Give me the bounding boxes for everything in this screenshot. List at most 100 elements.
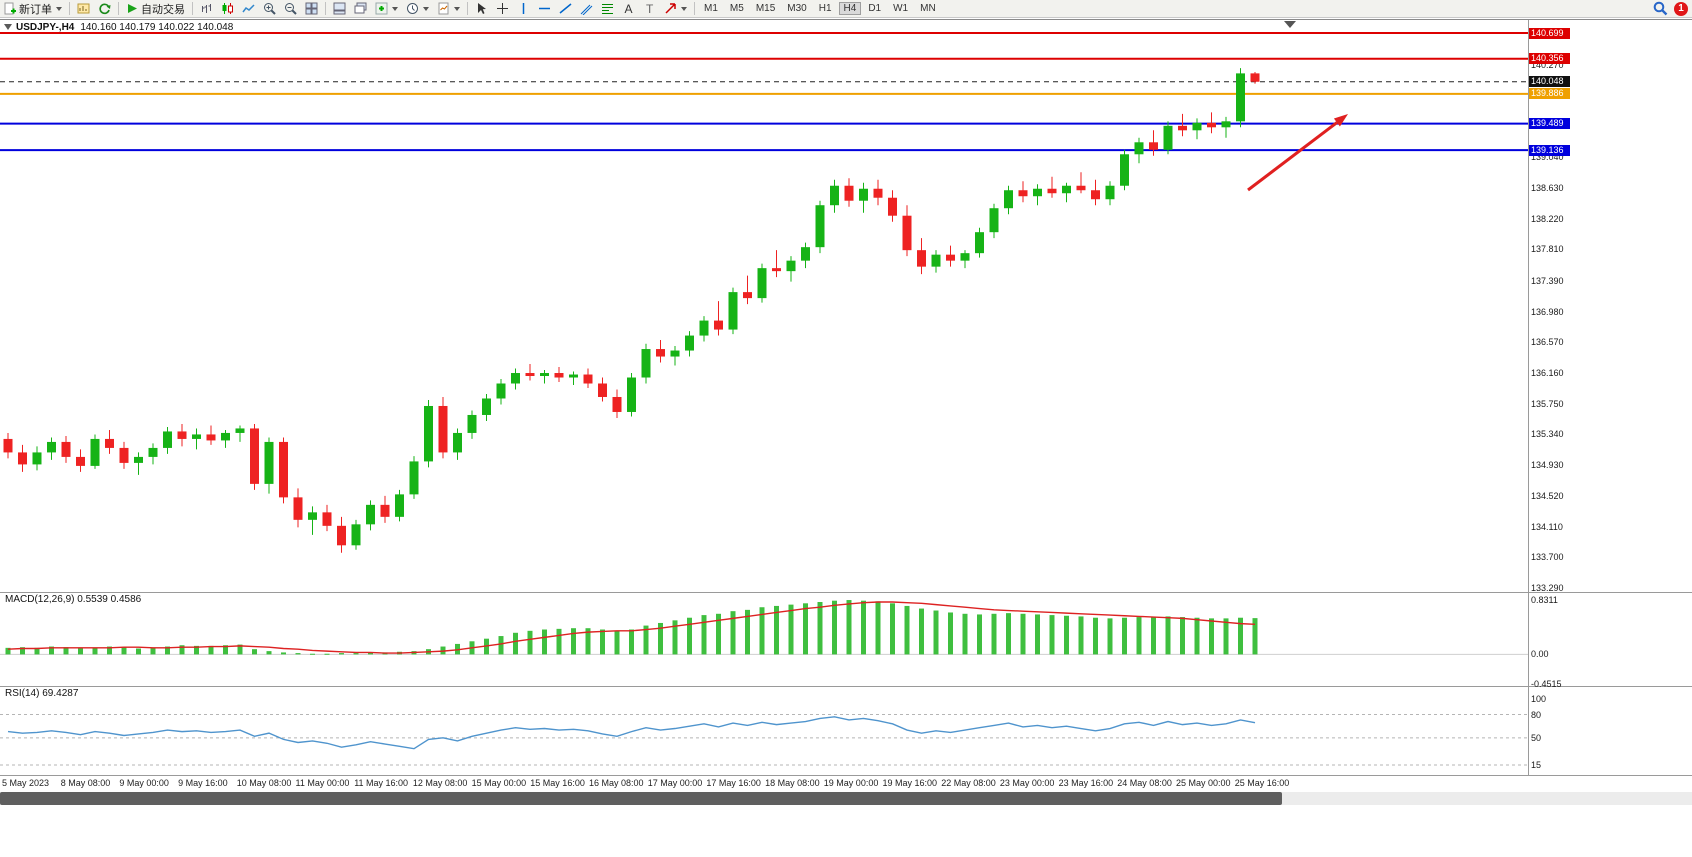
horizontal-line-button[interactable] xyxy=(535,1,554,16)
timeframe-w1-button[interactable]: W1 xyxy=(893,2,909,14)
indicators-icon xyxy=(375,2,388,15)
label-button[interactable]: T xyxy=(640,1,659,16)
macd-axis-label: 0.8311 xyxy=(1531,594,1558,605)
bar-chart-icon xyxy=(202,4,211,13)
timeframe-d1-button[interactable]: D1 xyxy=(868,2,882,14)
level-line-price-label: 139.489 xyxy=(1529,118,1570,130)
new-chart-button[interactable] xyxy=(74,1,93,16)
rsi-axis-label: 15 xyxy=(1531,760,1542,770)
crosshair-button[interactable] xyxy=(493,1,512,16)
crosshair-icon xyxy=(497,3,508,14)
price-axis-label: 134.930 xyxy=(1531,460,1564,471)
candlestick-chart-icon xyxy=(222,3,233,14)
chart-title: USDJPY-,H4 140.160 140.179 140.022 140.04… xyxy=(16,22,233,33)
timeframe-mn-button[interactable]: MN xyxy=(920,2,936,14)
toolbar-separator xyxy=(192,2,193,15)
zoom-in-icon xyxy=(264,3,276,15)
cascade-windows-button[interactable] xyxy=(351,1,370,16)
toolbar-separator xyxy=(69,2,70,15)
level-line-price-label: 140.356 xyxy=(1529,53,1570,65)
search-button[interactable] xyxy=(1650,1,1671,16)
price-axis-label: 137.810 xyxy=(1531,244,1564,255)
time-axis-label: 25 May 00:00 xyxy=(1176,778,1231,788)
price-axis-label: 133.700 xyxy=(1531,552,1564,563)
indicators-button[interactable] xyxy=(372,1,401,16)
bar-chart-type-button[interactable] xyxy=(197,1,216,16)
notification-badge[interactable]: 1 xyxy=(1674,1,1688,16)
price-axis-label: 136.570 xyxy=(1531,337,1564,348)
text-button[interactable]: A xyxy=(619,1,638,16)
rsi-axis-label: 100 xyxy=(1531,694,1547,704)
zoom-out-button[interactable] xyxy=(281,1,300,16)
toolbar: 新订单 自动交易 xyxy=(0,0,1692,18)
time-axis-label: 10 May 08:00 xyxy=(236,778,292,788)
search-icon xyxy=(1653,1,1668,16)
line-chart-icon xyxy=(242,4,255,13)
chevron-down-icon xyxy=(423,6,429,11)
templates-button[interactable] xyxy=(434,1,463,16)
price-axis-label: 137.390 xyxy=(1531,275,1564,286)
time-axis-label: 18 May 08:00 xyxy=(765,778,820,788)
timeframe-m30-button[interactable]: M30 xyxy=(787,2,807,14)
macd-axis-label: -0.4515 xyxy=(1531,678,1562,689)
channel-icon xyxy=(580,4,593,15)
zoom-out-icon xyxy=(285,3,297,15)
auto-trading-label: 自动交易 xyxy=(141,3,185,16)
cursor-button[interactable] xyxy=(472,1,491,16)
arrange-windows-button[interactable] xyxy=(330,1,349,16)
profiles-button[interactable] xyxy=(95,1,114,16)
periods-button[interactable] xyxy=(403,1,432,16)
candle-chart-type-button[interactable] xyxy=(218,1,237,16)
new-order-button[interactable]: 新订单 xyxy=(1,1,65,16)
svg-text:A: A xyxy=(625,2,633,15)
auto-trading-button[interactable]: 自动交易 xyxy=(123,1,188,16)
time-axis-label: 9 May 16:00 xyxy=(178,778,228,788)
price-axis-label: 134.110 xyxy=(1531,521,1563,532)
price-axis-label: 138.630 xyxy=(1531,182,1564,193)
cursor-icon xyxy=(478,3,486,14)
timeframe-m5-button[interactable]: M5 xyxy=(729,2,744,14)
fibonacci-button[interactable] xyxy=(598,1,617,16)
time-axis-label: 19 May 00:00 xyxy=(823,778,879,788)
macd-axis-label: 0.00 xyxy=(1531,649,1549,660)
vertical-line-button[interactable] xyxy=(514,1,533,16)
line-chart-type-button[interactable] xyxy=(239,1,258,16)
channel-button[interactable] xyxy=(577,1,596,16)
time-axis-label: 23 May 16:00 xyxy=(1058,778,1114,788)
current-price-label: 140.048 xyxy=(1529,76,1570,88)
level-line-price-label: 139.886 xyxy=(1529,88,1570,100)
time-axis-label: 16 May 08:00 xyxy=(589,778,644,788)
trendline-button[interactable] xyxy=(556,1,575,16)
timeframe-m1-button[interactable]: M1 xyxy=(704,2,718,14)
time-axis-label: 24 May 08:00 xyxy=(1117,778,1172,788)
price-axis-label: 140.270 xyxy=(1531,60,1564,71)
rsi-axis-label: 80 xyxy=(1531,709,1542,720)
price-axis-label: 138.220 xyxy=(1531,213,1564,224)
time-axis-label: 22 May 08:00 xyxy=(941,778,996,788)
auto-trading-icon xyxy=(128,4,137,13)
time-axis-label: 12 May 08:00 xyxy=(412,778,468,788)
timeframe-h1-button[interactable]: H1 xyxy=(818,2,832,14)
time-axis-label: 17 May 00:00 xyxy=(647,778,703,788)
tile-windows-button[interactable] xyxy=(302,1,321,16)
time-axis-label: 9 May 00:00 xyxy=(119,778,169,788)
time-axis-label: 25 May 16:00 xyxy=(1234,778,1290,788)
chart-hscrollbar[interactable] xyxy=(0,792,1692,805)
arrow-tool-icon xyxy=(665,3,676,14)
timeframe-h4-button[interactable]: H4 xyxy=(838,1,862,15)
rsi-axis-label: 50 xyxy=(1531,732,1542,743)
time-axis-label: 23 May 00:00 xyxy=(999,778,1055,788)
ohlc-values: 140.160 140.179 140.022 140.048 xyxy=(80,22,234,33)
label-icon: T xyxy=(646,2,654,15)
timeframe-m15-button[interactable]: M15 xyxy=(755,2,776,14)
arrows-tool-button[interactable] xyxy=(661,1,690,16)
fibonacci-icon xyxy=(602,4,613,14)
toolbar-separator xyxy=(118,2,119,15)
chart-hscrollbar-thumb[interactable] xyxy=(0,792,1282,805)
price-axis-label: 135.340 xyxy=(1531,429,1564,440)
zoom-in-button[interactable] xyxy=(260,1,279,16)
one-click-trading-toggle[interactable] xyxy=(4,24,12,30)
timeframe-group: M1 M5 M15 M30 H1 H4 D1 W1 MN xyxy=(698,1,942,16)
macd-indicator-label: MACD(12,26,9) 0.5539 0.4586 xyxy=(5,594,142,605)
